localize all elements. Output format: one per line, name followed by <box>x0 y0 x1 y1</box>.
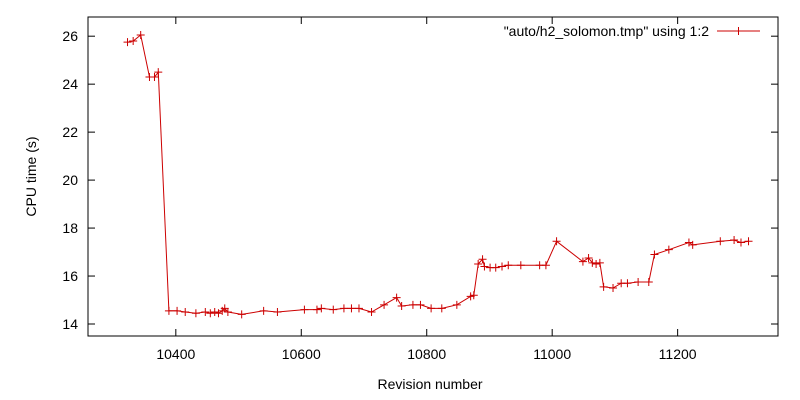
data-point <box>354 304 363 313</box>
series-line <box>127 34 749 315</box>
data-point <box>744 237 753 246</box>
data-point <box>504 261 513 270</box>
data-point <box>595 258 604 267</box>
data-point <box>339 304 348 313</box>
data-point <box>650 250 659 259</box>
data-point <box>474 260 483 269</box>
data-point <box>736 238 745 247</box>
data-point <box>644 278 653 287</box>
data-point <box>437 304 446 313</box>
data-point <box>416 300 425 309</box>
data-point <box>206 309 215 318</box>
y-tick-label: 14 <box>62 316 78 332</box>
data-point <box>312 305 321 314</box>
y-tick-label: 16 <box>62 268 78 284</box>
data-point <box>164 306 173 315</box>
x-tick-label: 10600 <box>282 346 321 362</box>
x-tick-label: 10400 <box>156 346 195 362</box>
x-axis-label: Revision number <box>377 376 482 392</box>
data-point <box>480 262 489 271</box>
data-point <box>609 284 618 293</box>
data-point <box>592 260 601 269</box>
data-point <box>300 305 309 314</box>
data-point <box>634 278 643 287</box>
data-point <box>150 72 159 81</box>
data-point <box>516 261 525 270</box>
data-point <box>427 304 436 313</box>
x-tick-label: 11000 <box>533 346 571 362</box>
data-point <box>541 261 550 270</box>
data-point <box>716 237 725 246</box>
data-point <box>201 308 210 317</box>
data-point <box>136 30 145 39</box>
data-point <box>210 308 219 317</box>
data-point <box>223 308 232 317</box>
y-axis-label: CPU time (s) <box>23 136 39 216</box>
data-point <box>688 240 697 249</box>
data-point <box>408 300 417 309</box>
data-point <box>317 304 326 313</box>
x-tick-label: 11200 <box>659 346 697 362</box>
data-point <box>478 255 487 264</box>
data-point <box>498 262 506 271</box>
data-point <box>599 282 608 291</box>
data-point <box>367 308 376 317</box>
data-point <box>237 310 246 319</box>
legend-marker <box>734 27 743 35</box>
data-point <box>491 263 500 272</box>
data-point <box>588 258 597 267</box>
y-tick-label: 26 <box>62 28 78 44</box>
y-tick-label: 20 <box>62 172 78 188</box>
data-point <box>584 254 593 263</box>
data-point <box>664 245 673 254</box>
data-point <box>552 237 561 246</box>
legend-label: "auto/h2_solomon.tmp" using 1:2 <box>504 23 710 39</box>
data-point <box>578 257 587 266</box>
data-point <box>397 302 406 311</box>
data-point <box>273 308 282 317</box>
data-point <box>623 279 632 288</box>
y-tick-label: 24 <box>62 76 78 92</box>
data-point <box>347 304 356 313</box>
data-point <box>392 293 401 302</box>
data-point <box>259 306 268 315</box>
data-point <box>329 305 338 314</box>
data-point <box>469 291 478 300</box>
data-point <box>154 68 163 77</box>
data-point <box>730 236 739 245</box>
data-point <box>181 308 190 317</box>
data-point <box>129 36 138 45</box>
data-point <box>452 300 461 309</box>
y-tick-label: 22 <box>62 124 78 140</box>
data-point <box>191 309 200 318</box>
y-tick-label: 18 <box>62 220 78 236</box>
data-point <box>173 306 182 315</box>
data-point <box>123 38 132 47</box>
data-point <box>380 300 389 309</box>
plot-frame <box>87 16 779 337</box>
x-tick-label: 10800 <box>407 346 446 362</box>
